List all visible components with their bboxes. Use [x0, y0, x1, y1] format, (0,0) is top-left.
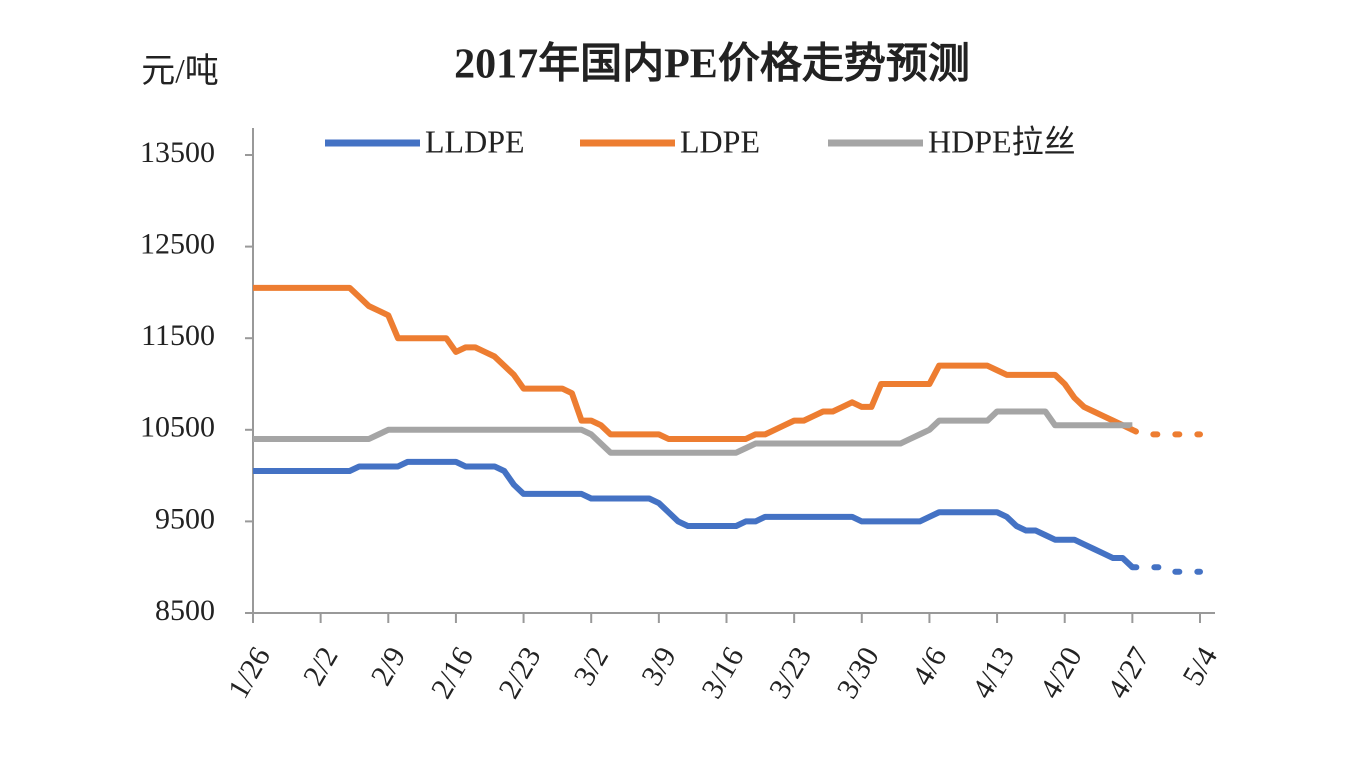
- series-line: [253, 408, 1133, 456]
- series-line: [253, 458, 1135, 570]
- x-tick-label: 3/2: [567, 641, 615, 691]
- y-tick-label: 9500: [155, 502, 215, 535]
- forecast-line: [1129, 426, 1203, 438]
- chart-title: 2017年国内PE价格走势预测: [454, 41, 970, 88]
- forecast-line: [1129, 564, 1203, 575]
- x-tick-label: 4/13: [966, 641, 1021, 704]
- x-tick-label: 2/23: [492, 641, 547, 704]
- x-tick-label: 2/16: [425, 641, 480, 704]
- x-tick-label: 3/16: [695, 641, 750, 704]
- y-tick-label: 13500: [140, 136, 215, 169]
- series-line: [253, 284, 1134, 442]
- y-tick-label: 12500: [140, 227, 215, 260]
- legend-label: HDPE拉丝: [928, 123, 1076, 159]
- x-tick-label: 3/23: [763, 641, 818, 704]
- x-tick-label: 2/9: [365, 641, 413, 691]
- x-tick-label: 1/26: [222, 641, 277, 704]
- x-tick-label: 2/2: [297, 641, 345, 691]
- y-tick-label: 11500: [141, 319, 215, 352]
- y-tick-label: 10500: [140, 411, 215, 444]
- legend-label: LLDPE: [425, 123, 525, 159]
- x-tick-label: 4/27: [1101, 641, 1156, 704]
- x-tick-label: 5/4: [1176, 641, 1224, 691]
- y-tick-label: 8500: [155, 594, 215, 627]
- x-tick-label: 3/9: [635, 641, 683, 691]
- y-axis-label: 元/吨: [141, 52, 218, 90]
- legend-label: LDPE: [680, 123, 760, 159]
- x-tick-label: 4/6: [906, 641, 954, 691]
- x-tick-label: 4/20: [1033, 641, 1088, 704]
- x-tick-label: 3/30: [831, 641, 886, 704]
